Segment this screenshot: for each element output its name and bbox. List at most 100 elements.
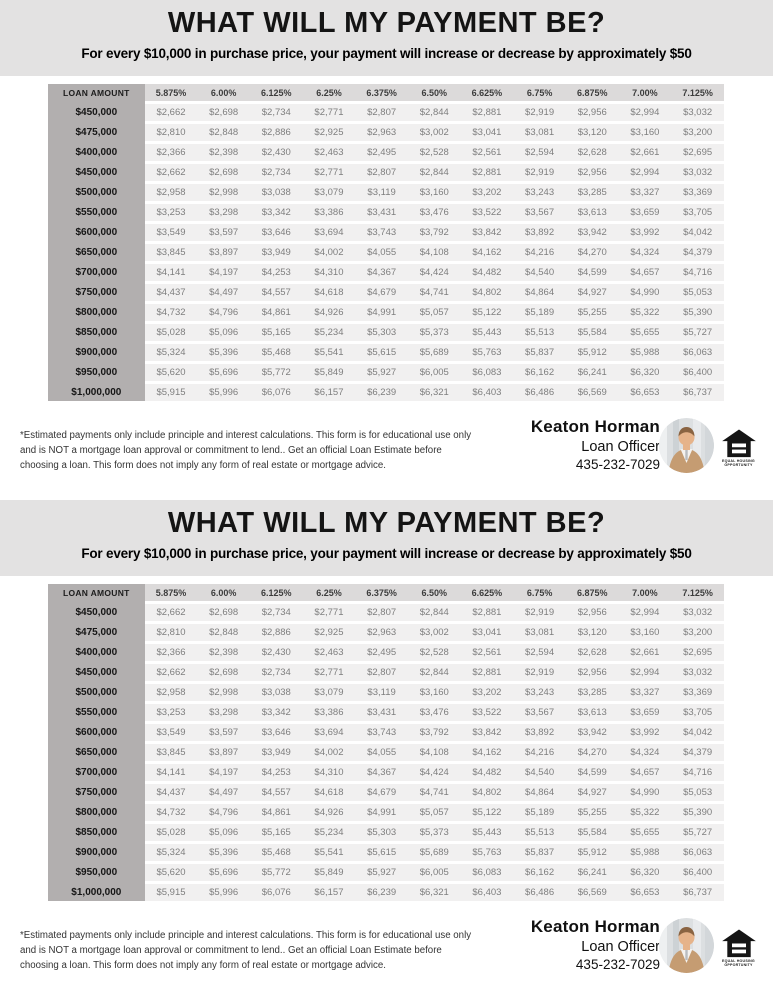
loan-amount-cell: $500,000 xyxy=(48,184,145,201)
payment-cell: $2,844 xyxy=(407,604,461,621)
payment-cell: $5,915 xyxy=(144,384,198,401)
payment-cell: $3,992 xyxy=(618,224,672,241)
payment-cell: $4,861 xyxy=(249,304,303,321)
payment-cell: $4,002 xyxy=(302,744,356,761)
loan-amount-cell: $950,000 xyxy=(48,364,145,381)
payment-cell: $2,886 xyxy=(249,124,303,141)
rate-column-header: 6.50% xyxy=(407,84,461,101)
payment-cell: $2,398 xyxy=(197,644,250,661)
table-row: $550,000 $3,253 $3,298 $3,342 $3,386 $3,431 $3… xyxy=(48,704,724,721)
payment-cell: $2,734 xyxy=(249,604,303,621)
rate-column-header: 7.125% xyxy=(671,84,724,101)
contact-name: Keaton Horman xyxy=(530,417,660,436)
equal-housing-label-line1: EQUAL HOUSING xyxy=(722,959,755,963)
loan-amount-cell: $475,000 xyxy=(48,124,145,141)
rate-column-header: 6.25% xyxy=(302,84,356,101)
payment-cell: $6,737 xyxy=(671,884,724,901)
table-row: $650,000 $3,845 $3,897 $3,949 $4,002 $4,055 $4… xyxy=(48,244,724,261)
payment-cell: $6,320 xyxy=(618,364,672,381)
payment-cell: $3,200 xyxy=(671,124,724,141)
payment-cell: $2,662 xyxy=(144,104,198,121)
payment-cell: $2,561 xyxy=(460,144,514,161)
payment-cell: $6,083 xyxy=(460,364,514,381)
payment-cell: $5,727 xyxy=(671,324,724,341)
payment-cell: $3,038 xyxy=(249,684,303,701)
payment-cell: $2,430 xyxy=(249,144,303,161)
payment-cell: $5,165 xyxy=(249,324,303,341)
payment-cell: $2,881 xyxy=(460,604,514,621)
payment-cell: $3,386 xyxy=(302,204,356,221)
payment-cell: $3,597 xyxy=(197,224,250,241)
payment-cell: $2,994 xyxy=(618,604,672,621)
payment-cell: $3,342 xyxy=(249,704,303,721)
loan-amount-cell: $750,000 xyxy=(48,784,145,801)
payment-cell: $3,567 xyxy=(513,704,566,721)
payment-cell: $5,912 xyxy=(565,844,619,861)
table-row: $450,000 $2,662 $2,698 $2,734 $2,771 $2,807 $2… xyxy=(48,164,724,181)
payment-cell: $2,463 xyxy=(302,144,356,161)
payment-cell: $4,497 xyxy=(197,284,250,301)
payment-cell: $5,772 xyxy=(249,364,303,381)
payment-cell: $4,197 xyxy=(197,764,250,781)
loan-amount-cell: $500,000 xyxy=(48,684,145,701)
payment-cell: $2,366 xyxy=(144,644,198,661)
payment-cell: $5,620 xyxy=(144,364,198,381)
payment-cell: $2,807 xyxy=(355,604,408,621)
loan-amount-cell: $550,000 xyxy=(48,704,145,721)
payment-cell: $2,848 xyxy=(197,624,250,641)
payment-cell: $3,659 xyxy=(618,704,672,721)
payment-cell: $3,032 xyxy=(671,164,724,181)
loan-amount-cell: $550,000 xyxy=(48,204,145,221)
payment-cell: $2,698 xyxy=(197,164,250,181)
payment-cell: $5,468 xyxy=(249,344,303,361)
table-row: $650,000 $3,845 $3,897 $3,949 $4,002 $4,055 $4… xyxy=(48,744,724,761)
table-row: $475,000 $2,810 $2,848 $2,886 $2,925 $2,963 $3… xyxy=(48,624,724,641)
payment-cell: $5,927 xyxy=(355,864,408,881)
payment-cell: $2,956 xyxy=(565,664,619,681)
payment-cell: $6,162 xyxy=(513,864,566,881)
contact-role: Loan Officer xyxy=(581,939,660,955)
payment-cell: $4,310 xyxy=(302,764,356,781)
payment-cell: $3,597 xyxy=(197,724,250,741)
payment-cell: $2,366 xyxy=(144,144,198,161)
payment-cell: $2,594 xyxy=(513,644,566,661)
payment-cell: $3,160 xyxy=(407,184,461,201)
payment-cell: $3,160 xyxy=(618,124,672,141)
payment-cell: $5,620 xyxy=(144,864,198,881)
payment-cell: $5,096 xyxy=(197,324,250,341)
payment-cell: $3,119 xyxy=(355,184,408,201)
payment-cell: $6,486 xyxy=(513,884,566,901)
payment-cell: $5,390 xyxy=(671,304,724,321)
payment-cell: $2,628 xyxy=(565,644,619,661)
payment-cell: $5,373 xyxy=(407,324,461,341)
payment-cell: $2,495 xyxy=(355,644,408,661)
payment-cell: $4,991 xyxy=(355,304,408,321)
payment-cell: $4,437 xyxy=(144,284,198,301)
contact-role: Loan Officer xyxy=(581,439,660,455)
payment-cell: $3,845 xyxy=(144,244,198,261)
payment-cell: $3,041 xyxy=(460,624,514,641)
payment-cell: $3,079 xyxy=(302,184,356,201)
payment-cell: $2,844 xyxy=(407,664,461,681)
payment-cell: $3,342 xyxy=(249,204,303,221)
payment-cell: $4,802 xyxy=(460,784,514,801)
payment-cell: $5,849 xyxy=(302,864,356,881)
payment-cell: $4,926 xyxy=(302,804,356,821)
payment-cell: $4,042 xyxy=(671,224,724,241)
payment-cell: $2,886 xyxy=(249,624,303,641)
table-row: $600,000 $3,549 $3,597 $3,646 $3,694 $3,743 $3… xyxy=(48,224,724,241)
payment-cell: $4,162 xyxy=(460,744,514,761)
payment-cell: $3,243 xyxy=(513,184,566,201)
payment-cell: $5,057 xyxy=(407,304,461,321)
flyer-copy-1: WHAT WILL MY PAYMENT BE? For every $10,0… xyxy=(0,0,773,473)
payment-cell: $4,732 xyxy=(144,804,198,821)
payment-cell: $4,864 xyxy=(513,284,566,301)
payment-cell: $4,557 xyxy=(249,784,303,801)
rate-column-header: 6.50% xyxy=(407,584,461,601)
payment-cell: $5,772 xyxy=(249,864,303,881)
loan-amount-cell: $600,000 xyxy=(48,724,145,741)
payment-cell: $6,400 xyxy=(671,364,724,381)
payment-cell: $3,549 xyxy=(144,224,198,241)
table-row: $450,000 $2,662 $2,698 $2,734 $2,771 $2,807 $2… xyxy=(48,664,724,681)
rate-column-header: 6.25% xyxy=(302,584,356,601)
